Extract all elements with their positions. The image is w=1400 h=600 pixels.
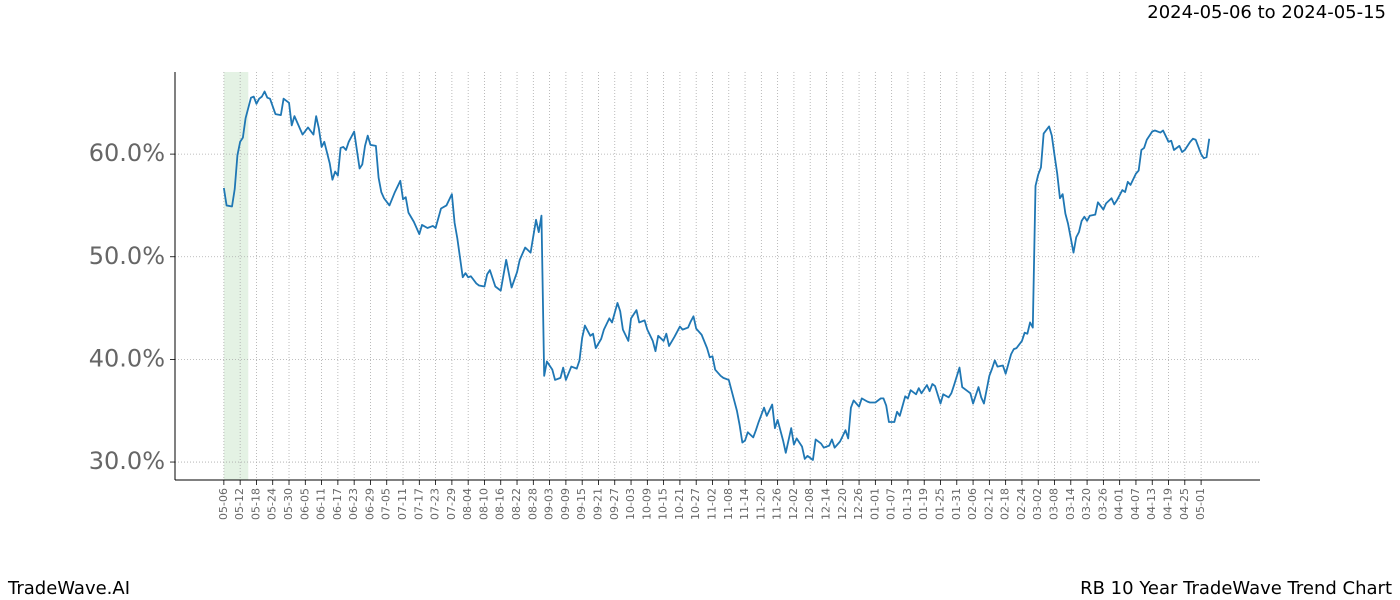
x-tick-label: 07-05 [380,488,393,520]
x-tick-label: 05-30 [282,488,295,520]
x-tick-label: 04-19 [1162,488,1175,520]
x-tick-label: 01-01 [868,488,881,520]
x-tick-label: 10-21 [673,488,686,520]
x-tick-label: 05-12 [233,488,246,520]
x-tick-label: 03-14 [1064,488,1077,520]
highlight-span [223,72,249,480]
x-tick-label: 06-05 [298,488,311,520]
x-tick-label: 10-09 [640,488,653,520]
x-tick-label: 01-13 [901,488,914,520]
x-tick-label: 05-01 [1194,488,1207,520]
x-tick-label: 08-16 [494,488,507,520]
x-tick-label: 11-08 [722,488,735,520]
x-tick-label: 08-04 [461,488,474,520]
x-tick-label: 02-18 [999,488,1012,520]
x-tick-label: 07-23 [429,488,442,520]
x-tick-label: 11-26 [771,488,784,520]
x-tick-label: 09-09 [559,488,572,520]
x-tick-label: 12-20 [836,488,849,520]
x-tick-label: 10-03 [624,488,637,520]
x-tick-label: 05-06 [217,488,230,520]
x-tick-label: 01-31 [950,488,963,520]
y-tick-label: 30.0% [89,447,165,475]
x-tick-label: 01-25 [933,488,946,520]
x-tick-label: 08-10 [477,488,490,520]
x-tick-label: 09-27 [608,488,621,520]
x-tick-label: 03-08 [1048,488,1061,520]
x-tick-label: 12-14 [819,488,832,520]
x-tick-label: 04-01 [1113,488,1126,520]
x-tick-label: 10-27 [689,488,702,520]
chart-title: RB 10 Year TradeWave Trend Chart [1080,578,1392,599]
x-tick-label: 01-19 [917,488,930,520]
x-tick-label: 08-28 [526,488,539,520]
x-tick-label: 06-23 [347,488,360,520]
x-tick-label: 12-02 [787,488,800,520]
x-tick-label: 04-25 [1178,488,1191,520]
x-tick-label: 11-02 [705,488,718,520]
x-tick-label: 08-22 [510,488,523,520]
x-tick-label: 03-20 [1080,488,1093,520]
date-range: 2024-05-06 to 2024-05-15 [1147,2,1386,23]
x-tick-label: 01-07 [885,488,898,520]
x-tick-label: 02-06 [966,488,979,520]
x-tick-label: 12-26 [852,488,865,520]
x-tick-label: 03-26 [1096,488,1109,520]
y-tick-label: 50.0% [89,242,165,270]
x-tick-label: 07-17 [412,488,425,520]
x-tick-label: 10-15 [657,488,670,520]
x-tick-label: 11-20 [754,488,767,520]
x-tick-label: 02-24 [1015,488,1028,520]
x-tick-label: 07-11 [396,488,409,520]
x-tick-label: 12-08 [803,488,816,520]
x-tick-label: 03-02 [1031,488,1044,520]
x-tick-label: 02-12 [982,488,995,520]
x-tick-label: 04-13 [1145,488,1158,520]
y-tick-label: 60.0% [89,139,165,167]
x-tick-label: 06-29 [363,488,376,520]
x-tick-label: 11-14 [738,488,751,520]
x-tick-label: 09-21 [591,488,604,520]
x-tick-label: 06-11 [315,488,328,520]
x-tick-label: 07-29 [445,488,458,520]
brand: TradeWave.AI [7,578,130,599]
y-tick-label: 40.0% [89,344,165,372]
x-tick-label: 06-17 [331,488,344,520]
x-tick-label: 04-07 [1129,488,1142,520]
trend-line [222,90,1211,461]
x-tick-label: 05-18 [249,488,262,520]
x-tick-label: 09-03 [543,488,556,520]
x-tick-label: 05-24 [266,488,279,520]
x-tick-label: 09-15 [575,488,588,520]
